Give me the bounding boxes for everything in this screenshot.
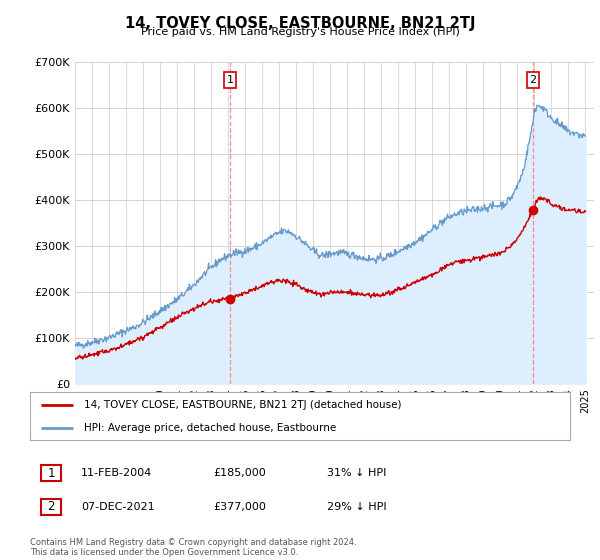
Text: Contains HM Land Registry data © Crown copyright and database right 2024.
This d: Contains HM Land Registry data © Crown c… <box>30 538 356 557</box>
Text: 11-FEB-2004: 11-FEB-2004 <box>81 468 152 478</box>
Text: 14, TOVEY CLOSE, EASTBOURNE, BN21 2TJ (detached house): 14, TOVEY CLOSE, EASTBOURNE, BN21 2TJ (d… <box>84 400 401 410</box>
Text: 2: 2 <box>530 75 536 85</box>
Text: 14, TOVEY CLOSE, EASTBOURNE, BN21 2TJ: 14, TOVEY CLOSE, EASTBOURNE, BN21 2TJ <box>125 16 475 31</box>
Text: Price paid vs. HM Land Registry's House Price Index (HPI): Price paid vs. HM Land Registry's House … <box>140 27 460 38</box>
Text: 1: 1 <box>226 75 233 85</box>
Text: 07-DEC-2021: 07-DEC-2021 <box>81 502 155 512</box>
Text: £185,000: £185,000 <box>213 468 266 478</box>
Text: 31% ↓ HPI: 31% ↓ HPI <box>327 468 386 478</box>
Text: 29% ↓ HPI: 29% ↓ HPI <box>327 502 386 512</box>
Text: £377,000: £377,000 <box>213 502 266 512</box>
Text: 2: 2 <box>47 500 55 514</box>
Text: HPI: Average price, detached house, Eastbourne: HPI: Average price, detached house, East… <box>84 423 336 433</box>
Text: 1: 1 <box>47 466 55 480</box>
